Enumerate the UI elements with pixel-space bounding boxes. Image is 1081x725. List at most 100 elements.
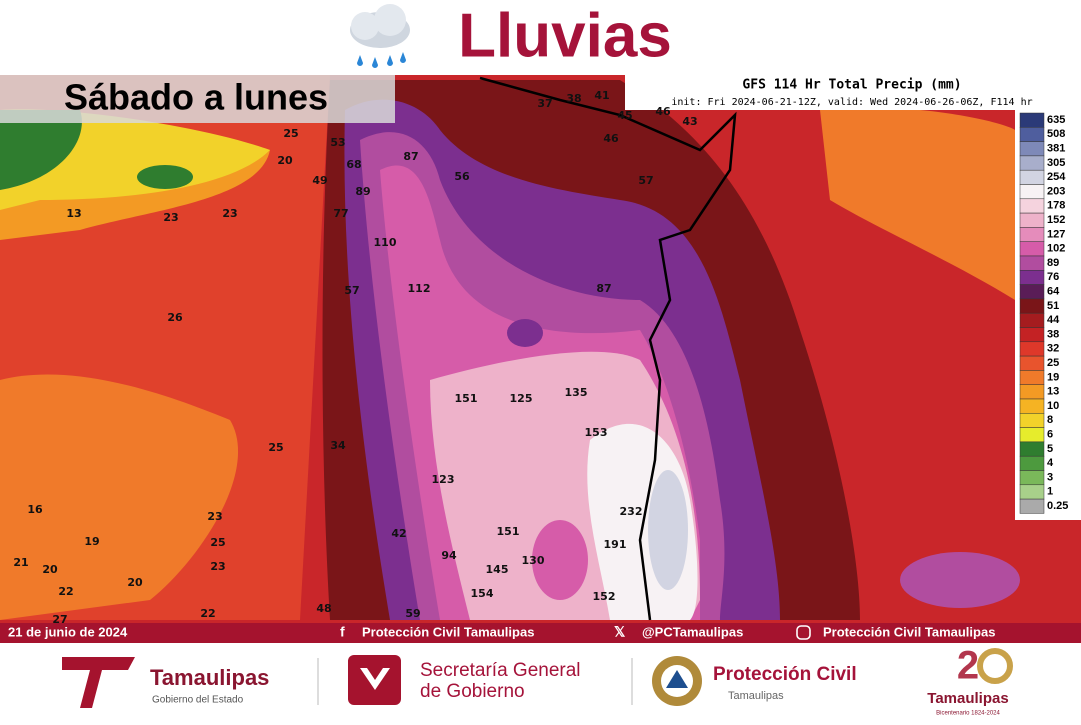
bic-sub: Bicentenario 1824-2024 [936, 711, 1000, 717]
precip-label: 59 [405, 607, 420, 620]
sgg-line2: de Gobierno [420, 681, 525, 702]
legend-label: 102 [1047, 243, 1065, 255]
legend-swatch [1019, 370, 1045, 385]
map: Sábado a lunes GFS 114 Hr Total Precip (… [0, 75, 1081, 626]
precip-label: 56 [454, 170, 470, 183]
precip-label: 46 [603, 132, 619, 145]
precip-label: 151 [497, 525, 520, 538]
precip-label: 232 [620, 505, 643, 518]
precip-label: 87 [596, 282, 611, 295]
precip-label: 153 [585, 426, 608, 439]
precip-label: 145 [486, 563, 509, 576]
precip-label: 19 [84, 535, 99, 548]
legend-swatch [1019, 484, 1045, 500]
precip-label: 191 [604, 538, 627, 551]
precip-label: 23 [163, 211, 178, 224]
legend-label: 305 [1047, 157, 1065, 169]
footer-date: 21 de junio de 2024 [8, 624, 128, 639]
precip-label: 77 [333, 207, 348, 220]
legend-label: 6 [1047, 429, 1053, 441]
precip-label: 20 [127, 576, 143, 589]
rain-icon [350, 4, 410, 68]
precip-label: 41 [594, 89, 609, 102]
legend-label: 5 [1047, 443, 1053, 455]
precip-label: 23 [222, 207, 237, 220]
precip-label: 13 [66, 207, 81, 220]
legend-label: 178 [1047, 200, 1065, 212]
precip-label: 42 [391, 527, 406, 540]
legend-swatch [1019, 455, 1045, 471]
legend-swatch [1019, 312, 1045, 328]
legend-label: 8 [1047, 414, 1053, 426]
precip-label: 43 [682, 115, 697, 128]
legend-swatch [1019, 212, 1045, 228]
legend-swatch [1019, 284, 1045, 300]
legend-label: 32 [1047, 343, 1059, 355]
legend-label: 0.25 [1047, 500, 1068, 512]
pc-name: Protección Civil [713, 664, 857, 685]
legend-swatch [1019, 141, 1045, 157]
legend-swatch [1019, 255, 1045, 271]
facebook-handle: Protección Civil Tamaulipas [362, 624, 534, 639]
legend-label: 51 [1047, 300, 1059, 312]
precip-label: 46 [655, 105, 671, 118]
precip-label: 49 [312, 174, 327, 187]
legend-swatch [1019, 155, 1045, 171]
legend-swatch [1019, 427, 1045, 443]
precip-label: 110 [374, 236, 397, 249]
legend-label: 19 [1047, 371, 1059, 383]
precip-label: 152 [593, 590, 616, 603]
precip-label: 23 [207, 510, 222, 523]
precip-label: 151 [455, 392, 478, 405]
precip-label: 94 [441, 549, 457, 562]
precip-label: 45 [617, 109, 632, 122]
precip-label: 25 [283, 127, 298, 140]
legend-swatch [1019, 169, 1045, 185]
twitter-handle: @PCTamaulipas [642, 624, 743, 639]
bic-name: Tamaulipas [927, 690, 1008, 707]
map-labels: 25 53 20 68 87 49 89 56 57 13 23 23 77 110 57 112 87 26 15… [13, 89, 697, 626]
legend-label: 38 [1047, 328, 1059, 340]
logo-gobierno [62, 657, 135, 708]
period-label: Sábado a lunes [64, 77, 328, 118]
precip-label: 123 [432, 473, 455, 486]
precip-label: 16 [27, 503, 43, 516]
legend-label: 381 [1047, 143, 1065, 155]
title: Lluvias [458, 1, 672, 70]
legend-swatch [1019, 270, 1045, 285]
gob-sub: Gobierno del Estado [152, 695, 244, 706]
precip-label: 20 [277, 154, 293, 167]
bicentenario-ring [977, 648, 1013, 684]
legend-label: 25 [1047, 357, 1059, 369]
bicentenario-mark: 2 [957, 644, 979, 688]
legend-swatch [1019, 184, 1045, 200]
legend-swatch [1019, 227, 1045, 242]
legend-swatch [1019, 413, 1045, 428]
pc-sub: Tamaulipas [728, 690, 784, 702]
precip-label: 135 [565, 386, 588, 399]
precip-label: 20 [42, 563, 58, 576]
legend-label: 44 [1047, 314, 1060, 326]
legend-swatch [1019, 498, 1045, 514]
precip-label: 38 [566, 92, 581, 105]
precip-label: 89 [355, 185, 370, 198]
legend-swatch [1019, 127, 1045, 142]
legend-swatch [1019, 341, 1045, 357]
model-title: GFS 114 Hr Total Precip (mm) [742, 78, 961, 93]
precip-label: 25 [268, 441, 283, 454]
legend-swatch [1019, 470, 1045, 486]
instagram-handle: Protección Civil Tamaulipas [823, 624, 995, 639]
precip-label: 27 [52, 613, 67, 626]
sgg-line1: Secretaría General [420, 660, 581, 681]
precip-label: 68 [346, 158, 361, 171]
legend-swatch [1019, 198, 1045, 214]
precip-label: 57 [638, 174, 653, 187]
precip-label: 22 [58, 585, 73, 598]
model-subtitle: init: Fri 2024-06-21-12Z, valid: Wed 202… [671, 97, 1032, 108]
legend-label: 508 [1047, 128, 1065, 140]
legend-swatch [1019, 327, 1045, 343]
legend-swatch [1019, 398, 1045, 414]
legend-label: 64 [1047, 286, 1060, 298]
legend-label: 89 [1047, 257, 1059, 269]
